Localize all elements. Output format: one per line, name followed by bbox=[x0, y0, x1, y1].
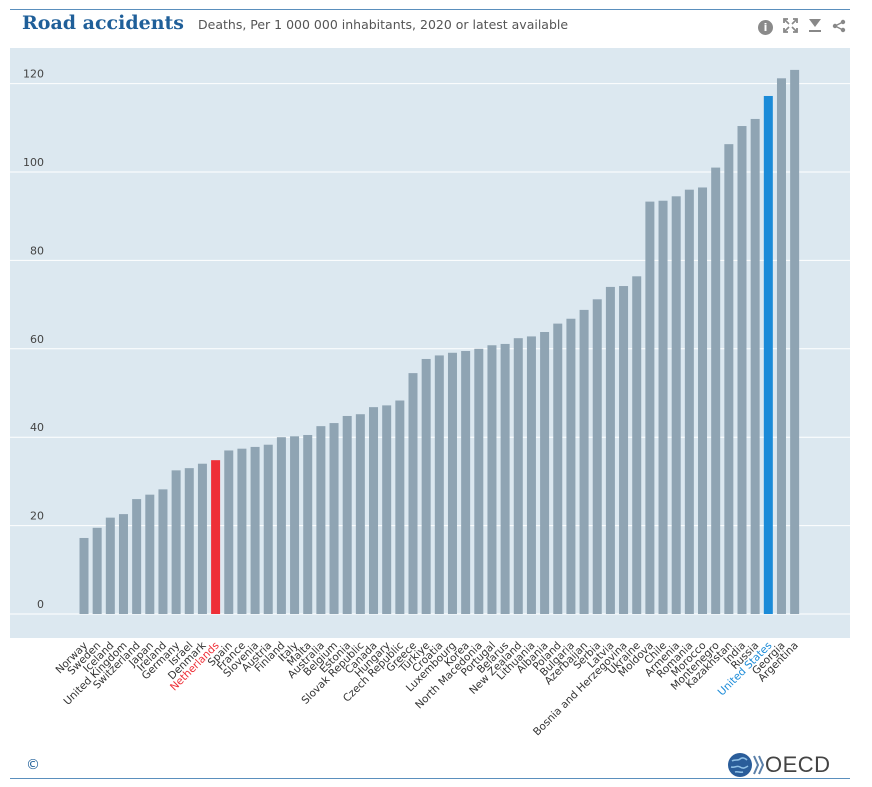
bar-estonia[interactable] bbox=[342, 415, 352, 614]
y-tick-label: 100 bbox=[23, 156, 44, 169]
chart-header: Road accidents Deaths, Per 1 000 000 inh… bbox=[22, 12, 568, 40]
bar-croatia[interactable] bbox=[434, 355, 444, 614]
bar-serbia[interactable] bbox=[592, 299, 602, 614]
bar-japan[interactable] bbox=[145, 494, 155, 614]
share-icon[interactable] bbox=[832, 19, 846, 37]
bar-georgia[interactable] bbox=[776, 78, 786, 615]
bar-kazakhstan[interactable] bbox=[724, 144, 734, 614]
bar-north-macedonia[interactable] bbox=[474, 348, 484, 614]
bar-italy[interactable] bbox=[290, 436, 300, 614]
bar-czech-republic[interactable] bbox=[395, 400, 405, 614]
bar-belarus[interactable] bbox=[500, 343, 510, 614]
y-tick-label: 60 bbox=[30, 333, 44, 346]
oecd-chevrons-icon bbox=[753, 755, 765, 775]
bar-latvia[interactable] bbox=[605, 286, 615, 614]
bars bbox=[79, 69, 800, 615]
bar-russia[interactable] bbox=[750, 118, 760, 615]
bar-new-zealand[interactable] bbox=[513, 338, 523, 614]
bar-belgium[interactable] bbox=[329, 423, 339, 614]
bar-luxembourg[interactable] bbox=[447, 352, 457, 614]
bar-switzerland[interactable] bbox=[132, 499, 142, 614]
bar-greece[interactable] bbox=[408, 373, 418, 614]
bar-slovenia[interactable] bbox=[250, 446, 260, 614]
bar-norway[interactable] bbox=[79, 537, 89, 614]
y-axis-ticks: 0 20 40 60 80 100 120 bbox=[23, 68, 44, 611]
oecd-logo[interactable]: OECD bbox=[727, 752, 831, 778]
bar-australia[interactable] bbox=[316, 426, 326, 614]
bar-poland[interactable] bbox=[553, 323, 563, 614]
info-icon[interactable]: i bbox=[758, 20, 773, 35]
bar-finland[interactable] bbox=[276, 437, 286, 614]
bar-india[interactable] bbox=[737, 126, 747, 614]
y-tick-label: 120 bbox=[23, 68, 44, 81]
bar-malta[interactable] bbox=[303, 434, 313, 614]
top-rule bbox=[10, 9, 850, 10]
bar-netherlands[interactable] bbox=[211, 460, 221, 614]
toolbar: i bbox=[758, 18, 846, 37]
bar-lithuania[interactable] bbox=[526, 336, 536, 614]
bar-united-kingdom[interactable] bbox=[118, 514, 128, 614]
bar-denmark[interactable] bbox=[197, 463, 207, 614]
expand-icon[interactable] bbox=[783, 18, 798, 37]
bar-chile[interactable] bbox=[658, 200, 668, 615]
bar-iceland[interactable] bbox=[105, 517, 115, 614]
bar-bulgaria[interactable] bbox=[566, 318, 576, 614]
bar-azerbaijan[interactable] bbox=[579, 309, 589, 614]
oecd-brand: OECD bbox=[765, 752, 831, 777]
bar-united-states[interactable] bbox=[763, 95, 773, 615]
globe-icon bbox=[728, 753, 752, 777]
bar-france[interactable] bbox=[237, 448, 247, 614]
bottom-rule bbox=[10, 778, 850, 779]
bar-argentina[interactable] bbox=[790, 69, 800, 614]
bar-morocco[interactable] bbox=[698, 187, 708, 614]
bar-korea[interactable] bbox=[461, 351, 471, 614]
bar-portugal[interactable] bbox=[487, 345, 497, 614]
bar-moldova[interactable] bbox=[645, 201, 655, 615]
bar-ukraine[interactable] bbox=[632, 276, 642, 614]
bar-armenia[interactable] bbox=[671, 196, 681, 614]
bar-canada[interactable] bbox=[369, 407, 379, 614]
chart-subtitle: Deaths, Per 1 000 000 inhabitants, 2020 … bbox=[198, 17, 569, 32]
chart-title: Road accidents bbox=[22, 12, 185, 34]
bar-t-rkiye[interactable] bbox=[421, 358, 431, 614]
bar-hungary[interactable] bbox=[382, 405, 392, 614]
bar-sweden[interactable] bbox=[92, 527, 102, 614]
bar-spain[interactable] bbox=[224, 450, 234, 614]
bar-slovak-republic[interactable] bbox=[355, 414, 365, 614]
bar-israel[interactable] bbox=[184, 468, 194, 614]
copyright-icon[interactable]: © bbox=[26, 757, 40, 773]
y-tick-label: 20 bbox=[30, 510, 44, 523]
y-tick-label: 0 bbox=[37, 598, 44, 611]
y-tick-label: 40 bbox=[30, 421, 44, 434]
bar-bosnia-and-herzegovina[interactable] bbox=[619, 286, 629, 614]
bar-montenegro[interactable] bbox=[711, 167, 721, 614]
y-tick-label: 80 bbox=[30, 244, 44, 257]
bar-austria[interactable] bbox=[263, 444, 273, 614]
bar-romania[interactable] bbox=[684, 189, 694, 614]
bar-germany[interactable] bbox=[171, 470, 181, 614]
download-icon[interactable] bbox=[808, 18, 822, 37]
bar-albania[interactable] bbox=[540, 332, 550, 614]
bar-ireland[interactable] bbox=[158, 489, 168, 614]
